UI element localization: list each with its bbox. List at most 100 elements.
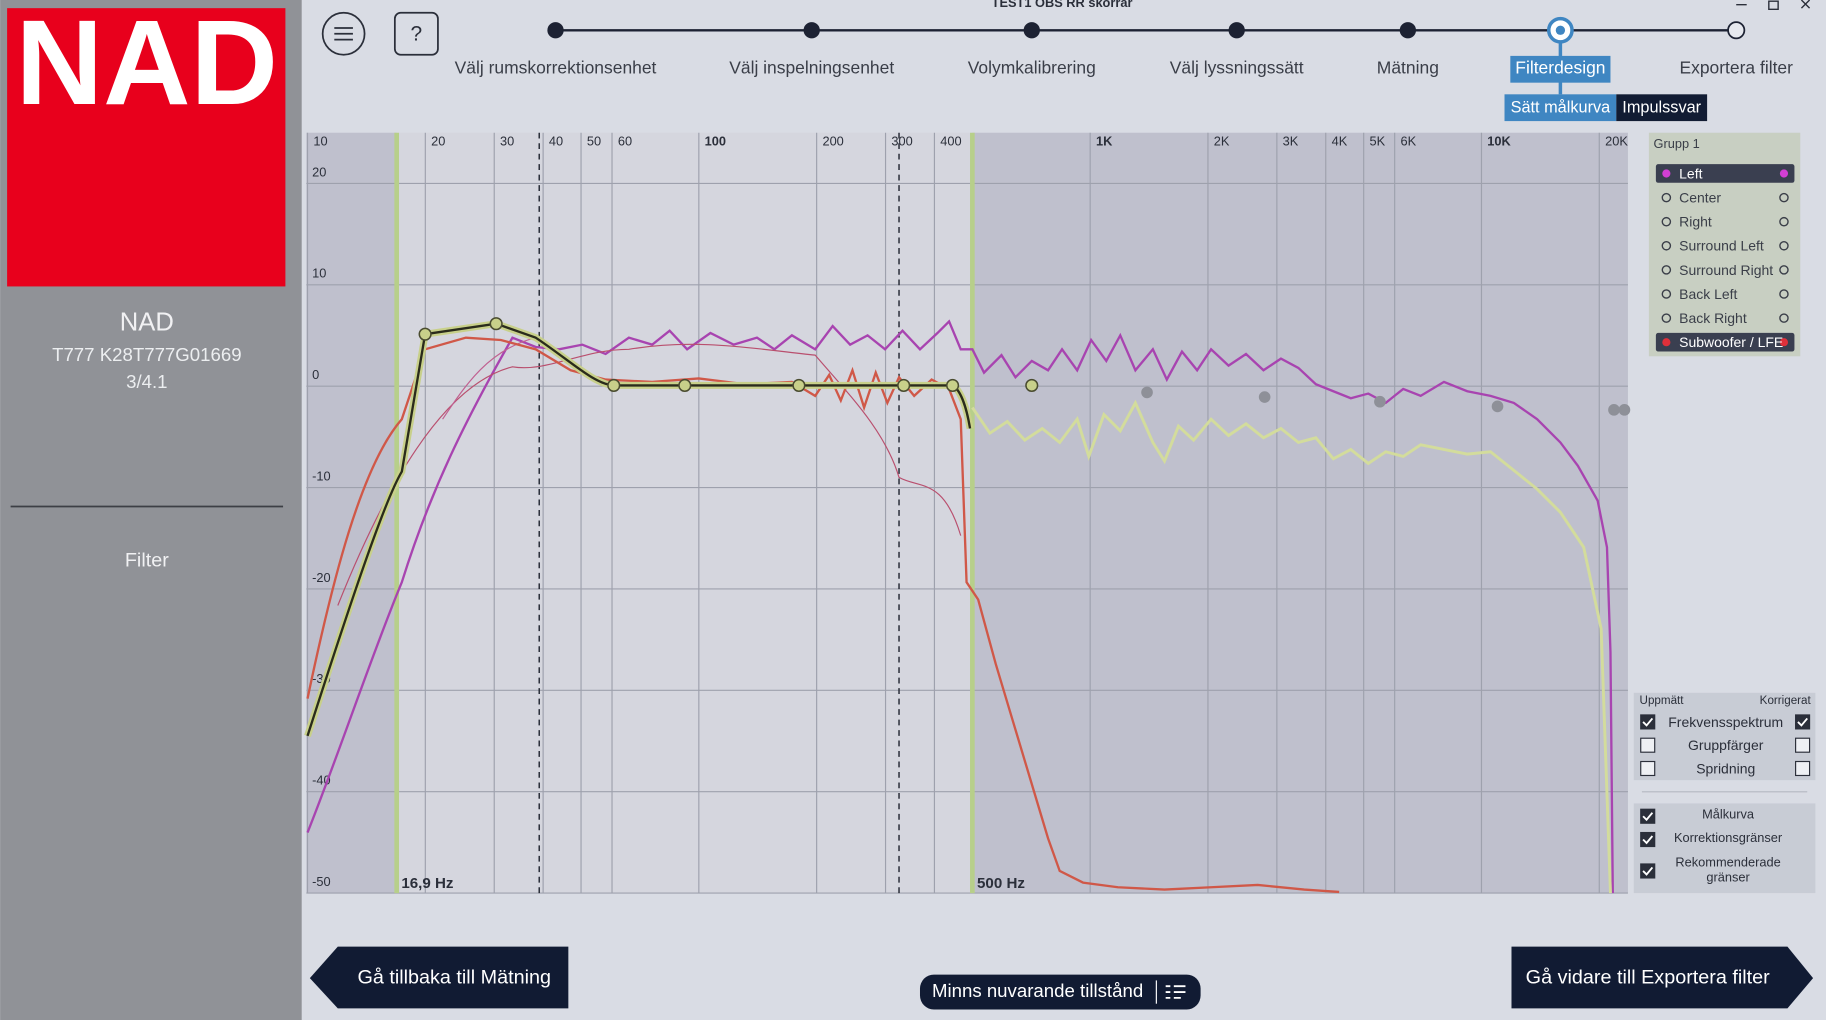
check-mark — [1642, 717, 1654, 727]
channel-label[interactable]: Subwoofer / LFE — [1679, 334, 1783, 350]
channel-dot — [1779, 265, 1789, 275]
checkbox[interactable] — [1640, 863, 1656, 879]
group-title: Grupp 1 — [1654, 136, 1700, 151]
shade-high — [972, 132, 1628, 894]
checkbox[interactable] — [1640, 714, 1656, 730]
option-label-box: Korrektionsgränser — [1673, 831, 1783, 846]
step-label[interactable]: Exportera filter — [1679, 57, 1793, 77]
y-tick-label: 10 — [312, 266, 326, 281]
channel-dot — [1661, 241, 1672, 251]
channel-dot — [1661, 313, 1672, 323]
measured-curve-2 — [337, 343, 962, 606]
display-panel — [1633, 692, 1816, 781]
control-points[interactable] — [418, 317, 1039, 392]
channel-dot — [1662, 338, 1671, 347]
channel-dot — [1779, 289, 1789, 299]
x-tick-label: 300 — [891, 133, 912, 148]
y-tick-label: 0 — [312, 367, 319, 382]
channel-dot — [1779, 313, 1789, 323]
menu-button[interactable] — [321, 11, 366, 56]
channel-label[interactable]: Back Right — [1679, 310, 1747, 326]
x-tick-label: 60 — [618, 133, 632, 148]
x-tick-label: 50 — [587, 133, 601, 148]
checkbox[interactable] — [1795, 714, 1811, 730]
corrected-header: Korrigerat — [1760, 694, 1812, 707]
channel-row-selected[interactable] — [1655, 332, 1795, 352]
option-label-box: Rekommenderade gränser — [1675, 856, 1780, 885]
tab-label: Impulssvar — [1622, 99, 1701, 117]
device-name: NAD — [120, 308, 174, 336]
option-label-box: Målkurva — [1702, 808, 1754, 822]
stepper: Välj rumskorrektionsenhet Välj inspelning… — [455, 16, 1793, 95]
channel-dot — [1661, 289, 1672, 299]
channel-label[interactable]: Surround Right — [1679, 262, 1773, 278]
options-panel — [1633, 803, 1816, 894]
x-tick-label: 5K — [1369, 133, 1385, 148]
channel-label[interactable]: Surround Left — [1679, 238, 1764, 254]
limit-label: 500 Hz — [977, 875, 1025, 892]
y-tick-label: 20 — [312, 164, 326, 179]
next-button[interactable] — [1511, 946, 1814, 1009]
channel-dot — [1661, 265, 1672, 275]
remember-button-label: Minns nuvarande tillstånd — [932, 980, 1143, 1001]
corrected-curve — [971, 399, 1612, 894]
check-mark — [1642, 812, 1654, 822]
step-dot[interactable] — [1023, 22, 1040, 39]
channel-label[interactable]: Back Left — [1679, 286, 1737, 302]
x-tick-label: 100 — [705, 133, 726, 148]
menu-item[interactable]: Filter — [125, 549, 169, 571]
check-mark — [1642, 835, 1654, 845]
x-tick-label: 1K — [1096, 133, 1113, 148]
checkbox[interactable] — [1640, 760, 1656, 777]
checkbox[interactable] — [1795, 737, 1811, 753]
checkbox[interactable] — [1640, 831, 1656, 848]
option-label: Korrektionsgränser — [1673, 831, 1783, 846]
checkbox[interactable] — [1795, 760, 1811, 777]
channel-label[interactable]: Center — [1679, 189, 1721, 205]
step-dot[interactable] — [547, 22, 564, 39]
x-tick-label: 10 — [313, 133, 327, 148]
step-label[interactable]: Välj rumskorrektionsenhet — [455, 57, 657, 77]
back-button[interactable] — [309, 946, 569, 1009]
channel-label[interactable]: Right — [1679, 214, 1712, 230]
logo: NAD — [16, 0, 278, 130]
x-tick-label: 2K — [1214, 133, 1230, 148]
help-button[interactable] — [393, 11, 439, 56]
step-dot-core — [1555, 25, 1566, 35]
channel-row-selected[interactable] — [1655, 164, 1795, 183]
display-row-label: Gruppfärger — [1688, 737, 1764, 753]
step-label[interactable]: Välj inspelningsenhet — [729, 57, 894, 77]
channel-dot — [1662, 169, 1671, 178]
window-controls[interactable] — [1736, 0, 1811, 11]
tab-label: Sätt målkurva — [1511, 99, 1612, 117]
measured-header: Uppmätt — [1640, 694, 1685, 707]
window-title: TEST1 OBS RR skorrar — [992, 0, 1133, 10]
help-icon: ? — [411, 22, 423, 45]
grid: 10 20 30 40 50 60 100 200 300 400 1K 2K 3K 4K 5K 6K 10K 2… — [306, 132, 1628, 894]
channel-dot — [1779, 192, 1789, 203]
x-tick-label: 4K — [1332, 133, 1348, 148]
y-tick-label: -50 — [312, 874, 331, 889]
step-label[interactable]: Mätning — [1377, 57, 1439, 77]
step-dot[interactable] — [1727, 21, 1746, 40]
remember-button[interactable] — [919, 974, 1201, 1010]
back-button-label: Gå tillbaka till Mätning — [357, 966, 551, 988]
tab-active[interactable] — [1504, 94, 1617, 122]
x-tick-label: 30 — [500, 133, 514, 148]
checkbox[interactable] — [1640, 808, 1656, 824]
x-tick-label: 6K — [1400, 133, 1416, 148]
channel-label[interactable]: Left — [1679, 165, 1702, 181]
tab[interactable] — [1616, 94, 1708, 122]
checkbox[interactable] — [1640, 737, 1656, 753]
y-tick-label: -10 — [312, 468, 331, 483]
x-tick-label: 400 — [940, 133, 961, 148]
step-highlight — [1510, 55, 1611, 83]
check-mark — [1797, 717, 1808, 727]
step-dot[interactable] — [803, 22, 820, 39]
step-label[interactable]: Volymkalibrering — [968, 57, 1096, 77]
step-dot[interactable] — [1399, 22, 1417, 39]
step-label[interactable]: Välj lyssningssätt — [1170, 57, 1304, 77]
step-label[interactable]: Filterdesign — [1515, 57, 1605, 77]
channel-dot — [1779, 169, 1789, 178]
step-dot[interactable] — [1228, 22, 1245, 39]
